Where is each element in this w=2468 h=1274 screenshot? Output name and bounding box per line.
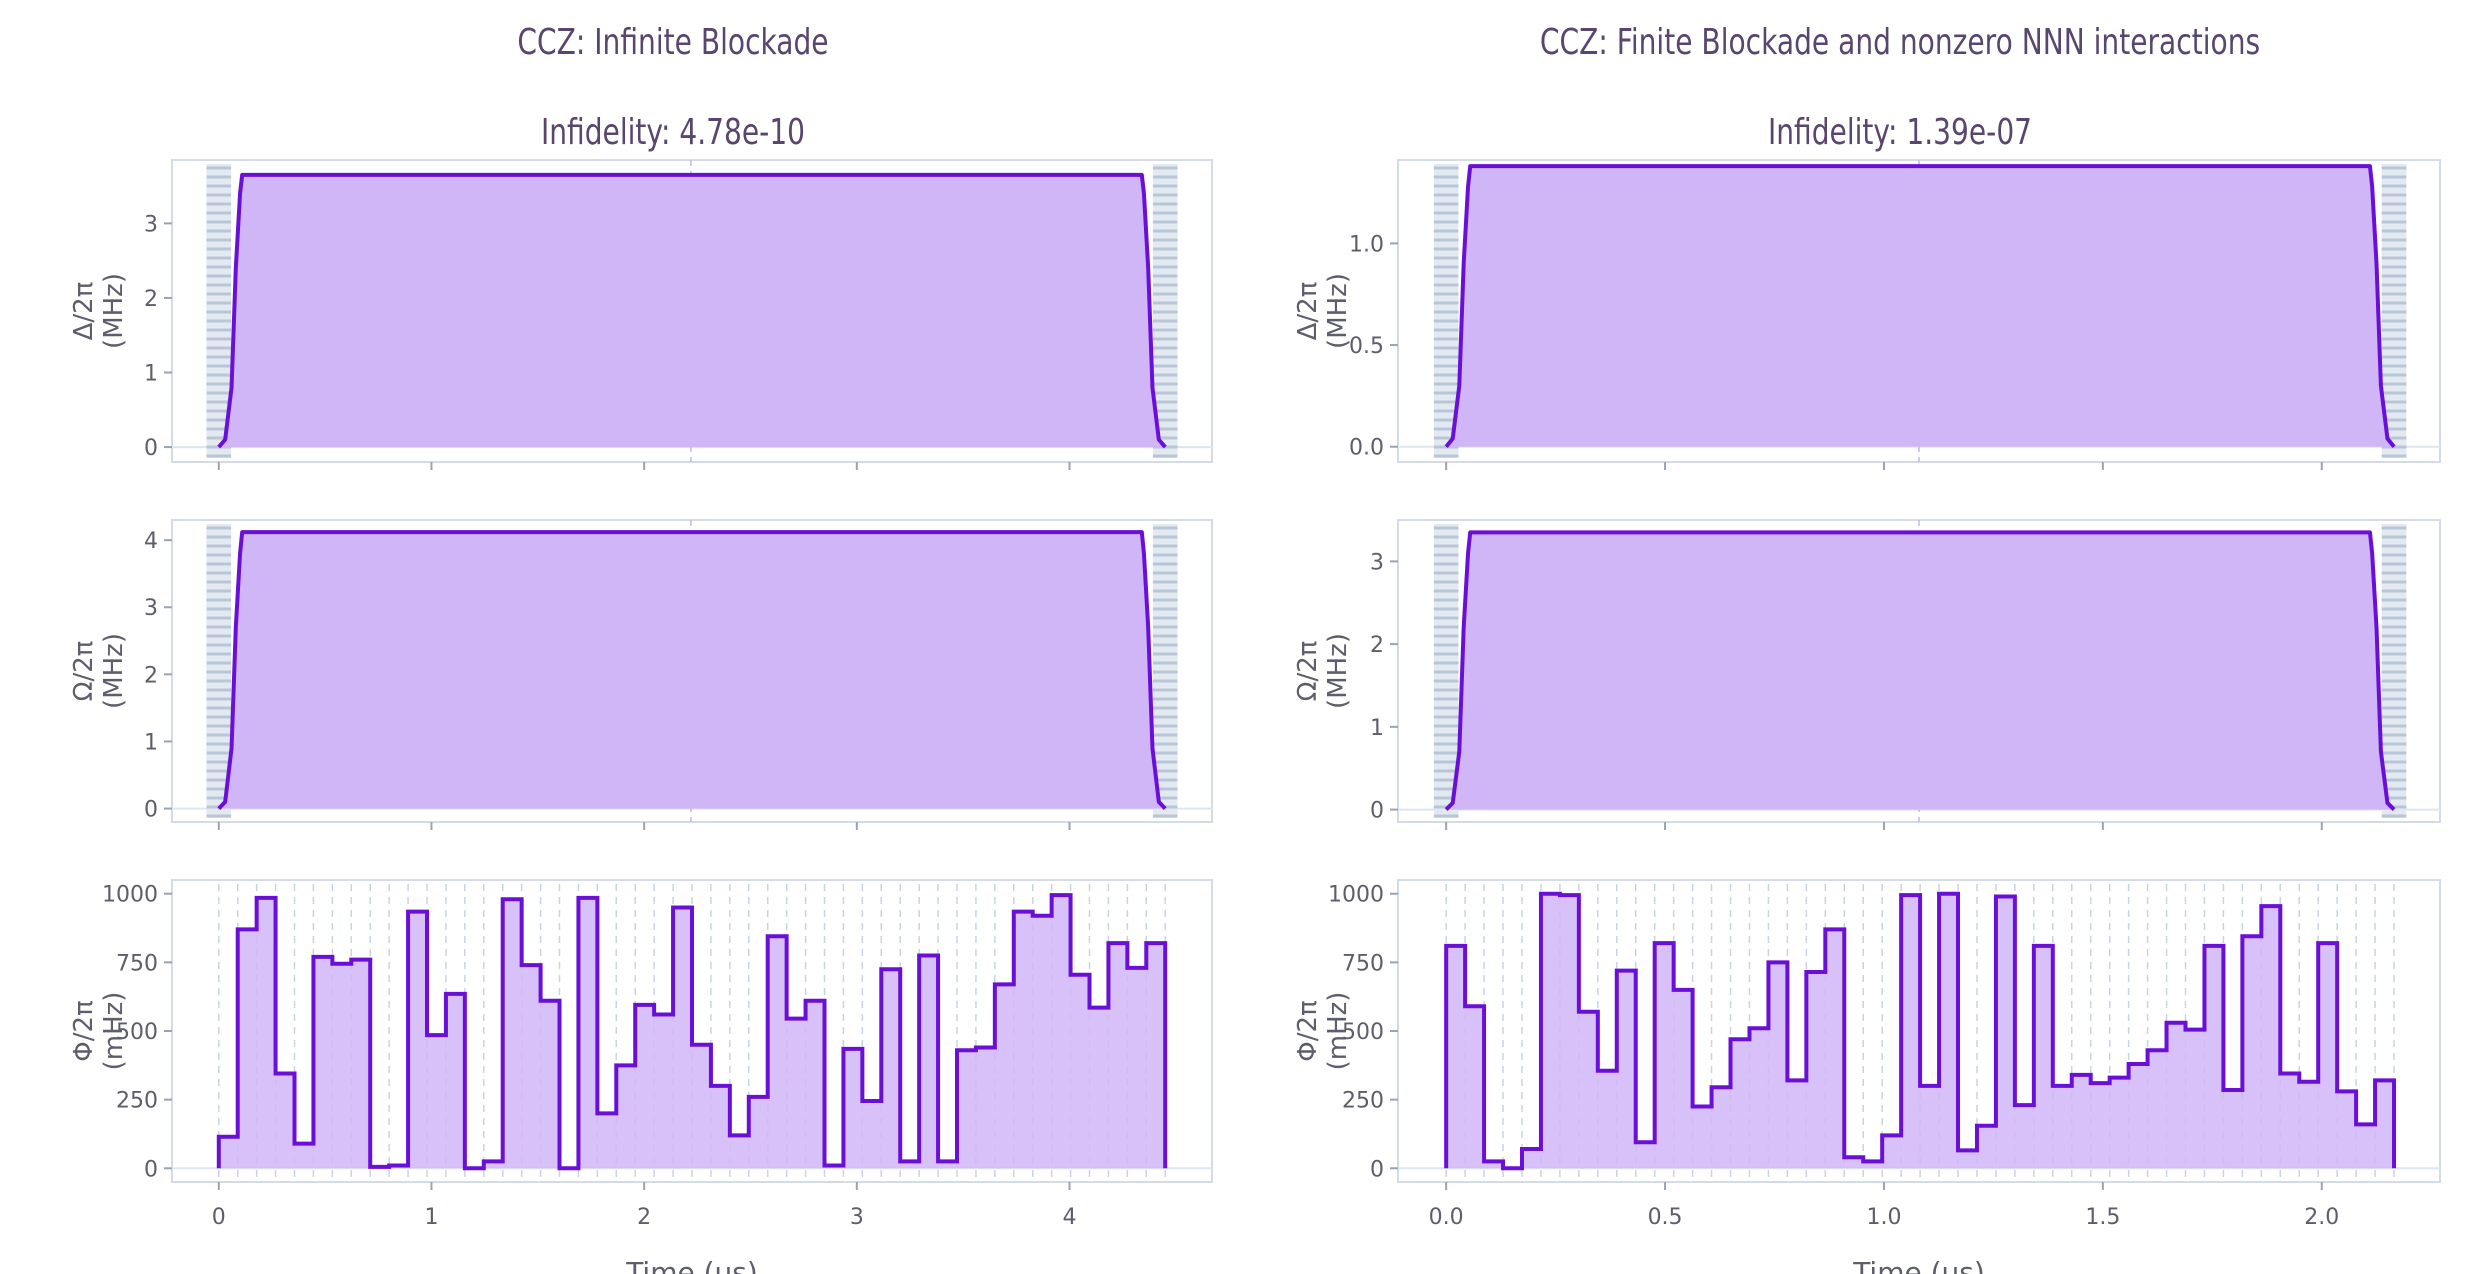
y-axis-label-line: Δ/2π [69,282,99,341]
panel-top-left: 0 1 2 3 Δ/2π(MHz) [69,159,1213,470]
y-tick-label: 2 [144,663,158,688]
y-tick-label: 500 [116,1020,158,1045]
y-axis-label-line: Φ/2π [1293,1000,1323,1061]
pulse-area [1446,532,2395,810]
panel-middle-left: 0 1 2 3 4 Ω/2π(MHz) [69,519,1213,830]
y-tick-label: 4 [144,529,158,554]
y-tick-label: 1 [144,730,158,755]
panel-bottom-left: 0 250 500 750 1000 0 1 2 3 4 Φ/2π(mHz) Time (us) [69,879,1213,1274]
y-tick-label: 750 [1342,951,1384,976]
y-axis-label: Φ/2π(mHz) [1293,992,1353,1071]
y-tick-label: 500 [1342,1020,1384,1045]
y-axis-label-line: Ω/2π [1293,641,1323,702]
y-tick-label: 1 [1370,716,1384,741]
x-tick-label: 4 [1063,1205,1077,1230]
pulse-area [218,174,1166,448]
phase-step-line [216,893,1168,1171]
y-axis-label-line: (MHz) [1323,633,1353,709]
y-tick-label: 1000 [1328,883,1384,908]
y-axis-label: Δ/2π(MHz) [69,273,129,349]
y-tick-label: 250 [116,1089,158,1114]
y-axis-label-line: Ω/2π [69,641,99,702]
pulse-line [1444,164,2396,449]
y-axis-label-line: Φ/2π [69,1000,99,1061]
x-axis-label: Time (us) [625,1256,758,1274]
pulse-line [217,530,1167,810]
pulse-area [218,532,1166,809]
y-tick-label: 0 [144,436,158,461]
y-axis-label-line: (mHz) [99,992,129,1071]
panel-top-right: 0.0 0.5 1.0 Δ/2π(MHz) [1293,159,2441,470]
y-tick-label: 3 [144,212,158,237]
pulse-line [217,172,1167,449]
y-tick-label: 1.0 [1349,232,1384,257]
y-tick-label: 3 [1370,550,1384,575]
x-tick-label: 0.0 [1429,1205,1464,1230]
y-axis-label-line: (mHz) [1323,992,1353,1071]
y-axis-label: Ω/2π(MHz) [1293,633,1353,709]
x-tick-label: 1.5 [2085,1205,2120,1230]
y-axis-label: Δ/2π(MHz) [1293,273,1353,349]
x-tick-label: 2 [637,1205,651,1230]
y-tick-label: 0.0 [1349,436,1384,461]
pulse-line [1444,530,2396,811]
y-tick-label: 2 [144,287,158,312]
phase-step-line [1444,891,2397,1171]
left-subtitle: Infidelity: 4.78e-10 [540,112,806,153]
y-tick-label: 0.5 [1349,334,1384,359]
right-title: CCZ: Finite Blockade and nonzero NNN int… [1539,22,2261,63]
y-axis-label-line: (MHz) [99,273,129,349]
y-axis-label-line: Δ/2π [1293,282,1323,341]
panel-bottom-right: 0 250 500 750 1000 0.0 0.5 1.0 1.5 2.0 Φ/2π(mHz) Ti… [1293,879,2441,1274]
x-tick-label: 3 [850,1205,864,1230]
y-axis-label: Ω/2π(MHz) [69,633,129,709]
x-tick-label: 1 [424,1205,438,1230]
y-tick-label: 3 [144,596,158,621]
left-title: CCZ: Infinite Blockade [517,22,829,63]
x-tick-label: 0.5 [1648,1205,1683,1230]
y-tick-label: 0 [144,1157,158,1182]
y-tick-label: 0 [144,798,158,823]
y-tick-label: 1 [144,362,158,387]
y-axis-label-line: (MHz) [99,633,129,709]
y-axis-label-line: (MHz) [1323,273,1353,349]
y-tick-label: 2 [1370,633,1384,658]
right-subtitle: Infidelity: 1.39e-07 [1767,112,2033,153]
y-tick-label: 250 [1342,1089,1384,1114]
y-tick-label: 750 [116,951,158,976]
y-tick-label: 0 [1370,1157,1384,1182]
x-axis-label: Time (us) [1852,1256,1985,1274]
x-tick-label: 0 [212,1205,226,1230]
y-tick-label: 1000 [102,883,158,908]
x-tick-label: 2.0 [2304,1205,2339,1230]
y-axis-label: Φ/2π(mHz) [69,992,129,1071]
panel-middle-right: 0 1 2 3 Ω/2π(MHz) [1293,519,2441,830]
y-tick-label: 0 [1370,799,1384,824]
pulse-area [1446,166,2395,447]
x-tick-label: 1.0 [1866,1205,1901,1230]
